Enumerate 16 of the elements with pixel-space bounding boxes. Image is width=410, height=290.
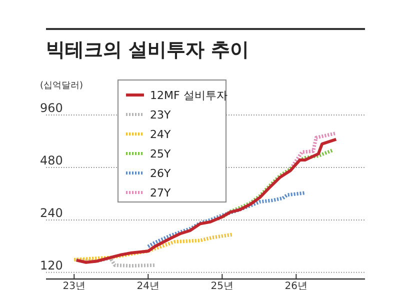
x-tick-label: 25년 [210, 281, 234, 290]
y-axis-title: (십억달러) [40, 81, 84, 91]
x-tick-label: 24년 [136, 281, 160, 290]
y-tick-label: 240 [40, 206, 63, 220]
legend-label: 24Y [150, 128, 171, 141]
y-tick-label: 960 [40, 101, 63, 115]
y-tick-label: 120 [40, 258, 63, 272]
y-tick-label: 480 [40, 153, 63, 168]
legend-label: 12MF 설비투자 [150, 89, 228, 102]
legend-label: 27Y [150, 186, 171, 200]
x-tick-label: 26년 [284, 281, 308, 290]
chart-title: 빅테크의 설비투자 추이 [46, 39, 250, 61]
x-tick-label: 23년 [62, 281, 86, 290]
legend-label: 26Y [150, 167, 171, 180]
legend-label: 23Y [150, 108, 171, 122]
legend-label: 25Y [150, 148, 171, 160]
